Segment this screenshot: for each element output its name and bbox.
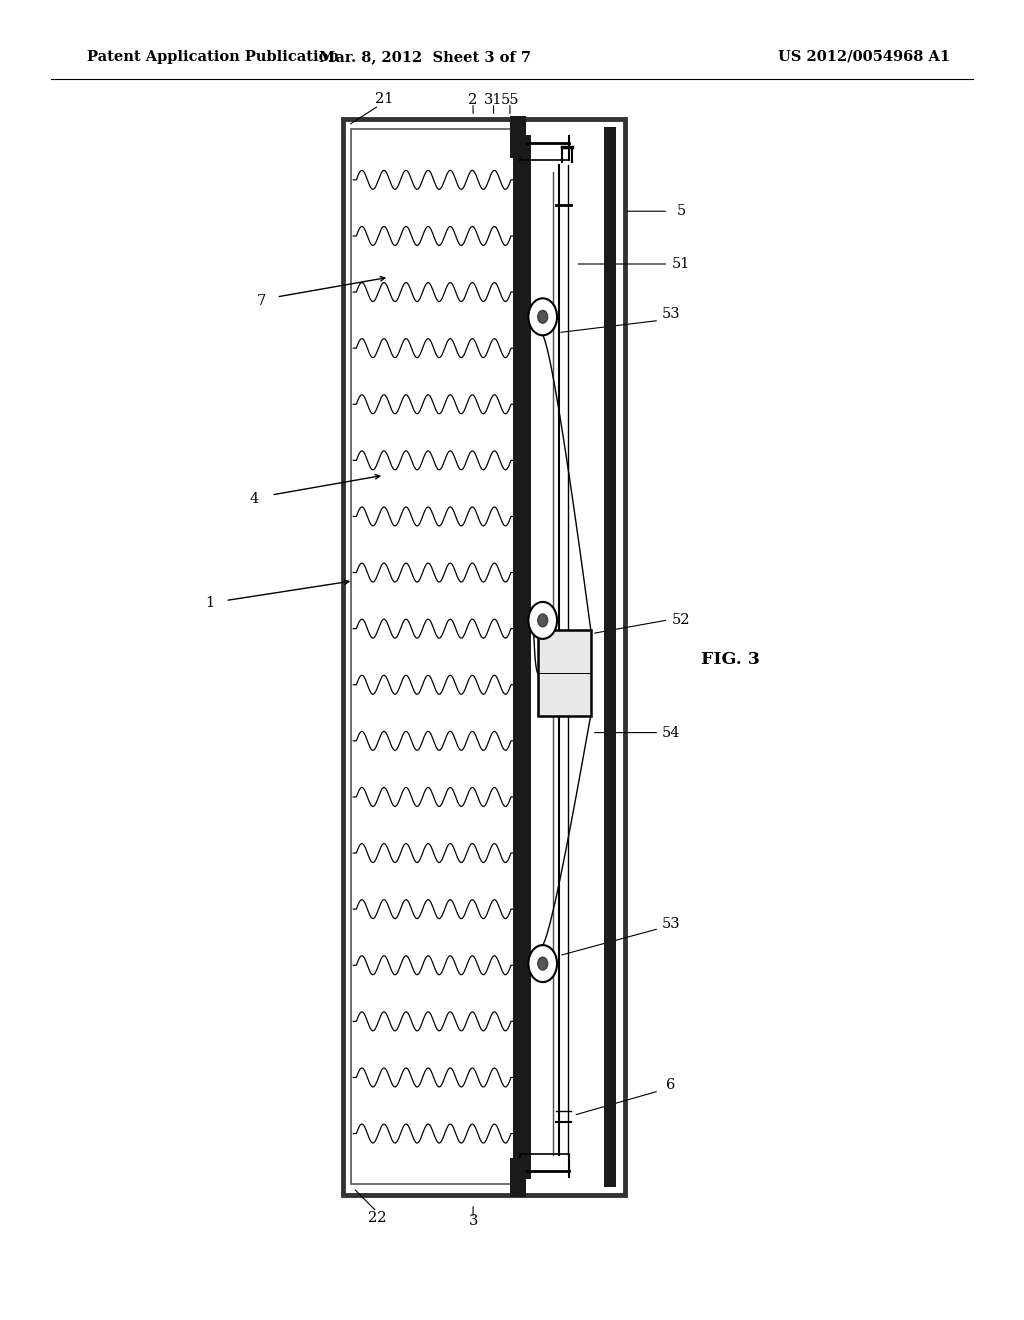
- Text: 21: 21: [375, 92, 393, 106]
- Bar: [604, 127, 616, 1187]
- Text: US 2012/0054968 A1: US 2012/0054968 A1: [778, 50, 950, 63]
- Circle shape: [528, 945, 557, 982]
- Bar: [510, 116, 526, 158]
- Circle shape: [528, 602, 557, 639]
- Bar: [538, 631, 591, 715]
- Bar: [513, 135, 531, 1179]
- Circle shape: [538, 614, 548, 627]
- Text: 5: 5: [676, 205, 686, 218]
- Text: 52: 52: [672, 614, 690, 627]
- Text: 6: 6: [666, 1078, 676, 1092]
- Circle shape: [538, 310, 548, 323]
- Text: 3: 3: [468, 1214, 478, 1228]
- Circle shape: [538, 957, 548, 970]
- Bar: [510, 1158, 526, 1197]
- Text: 53: 53: [662, 917, 680, 931]
- Text: 4: 4: [249, 492, 259, 506]
- Text: Mar. 8, 2012  Sheet 3 of 7: Mar. 8, 2012 Sheet 3 of 7: [318, 50, 531, 63]
- Text: 2: 2: [468, 94, 478, 107]
- Text: 54: 54: [662, 726, 680, 739]
- Text: FIG. 3: FIG. 3: [701, 652, 760, 668]
- Circle shape: [528, 298, 557, 335]
- Text: 53: 53: [662, 308, 680, 321]
- Text: 22: 22: [368, 1212, 386, 1225]
- Text: 55: 55: [501, 94, 519, 107]
- Text: 7: 7: [256, 294, 266, 308]
- Bar: [351, 129, 514, 1184]
- Text: 51: 51: [672, 257, 690, 271]
- Text: 31: 31: [484, 94, 503, 107]
- Bar: [343, 119, 625, 1195]
- Text: 1: 1: [206, 597, 214, 610]
- Text: Patent Application Publication: Patent Application Publication: [87, 50, 339, 63]
